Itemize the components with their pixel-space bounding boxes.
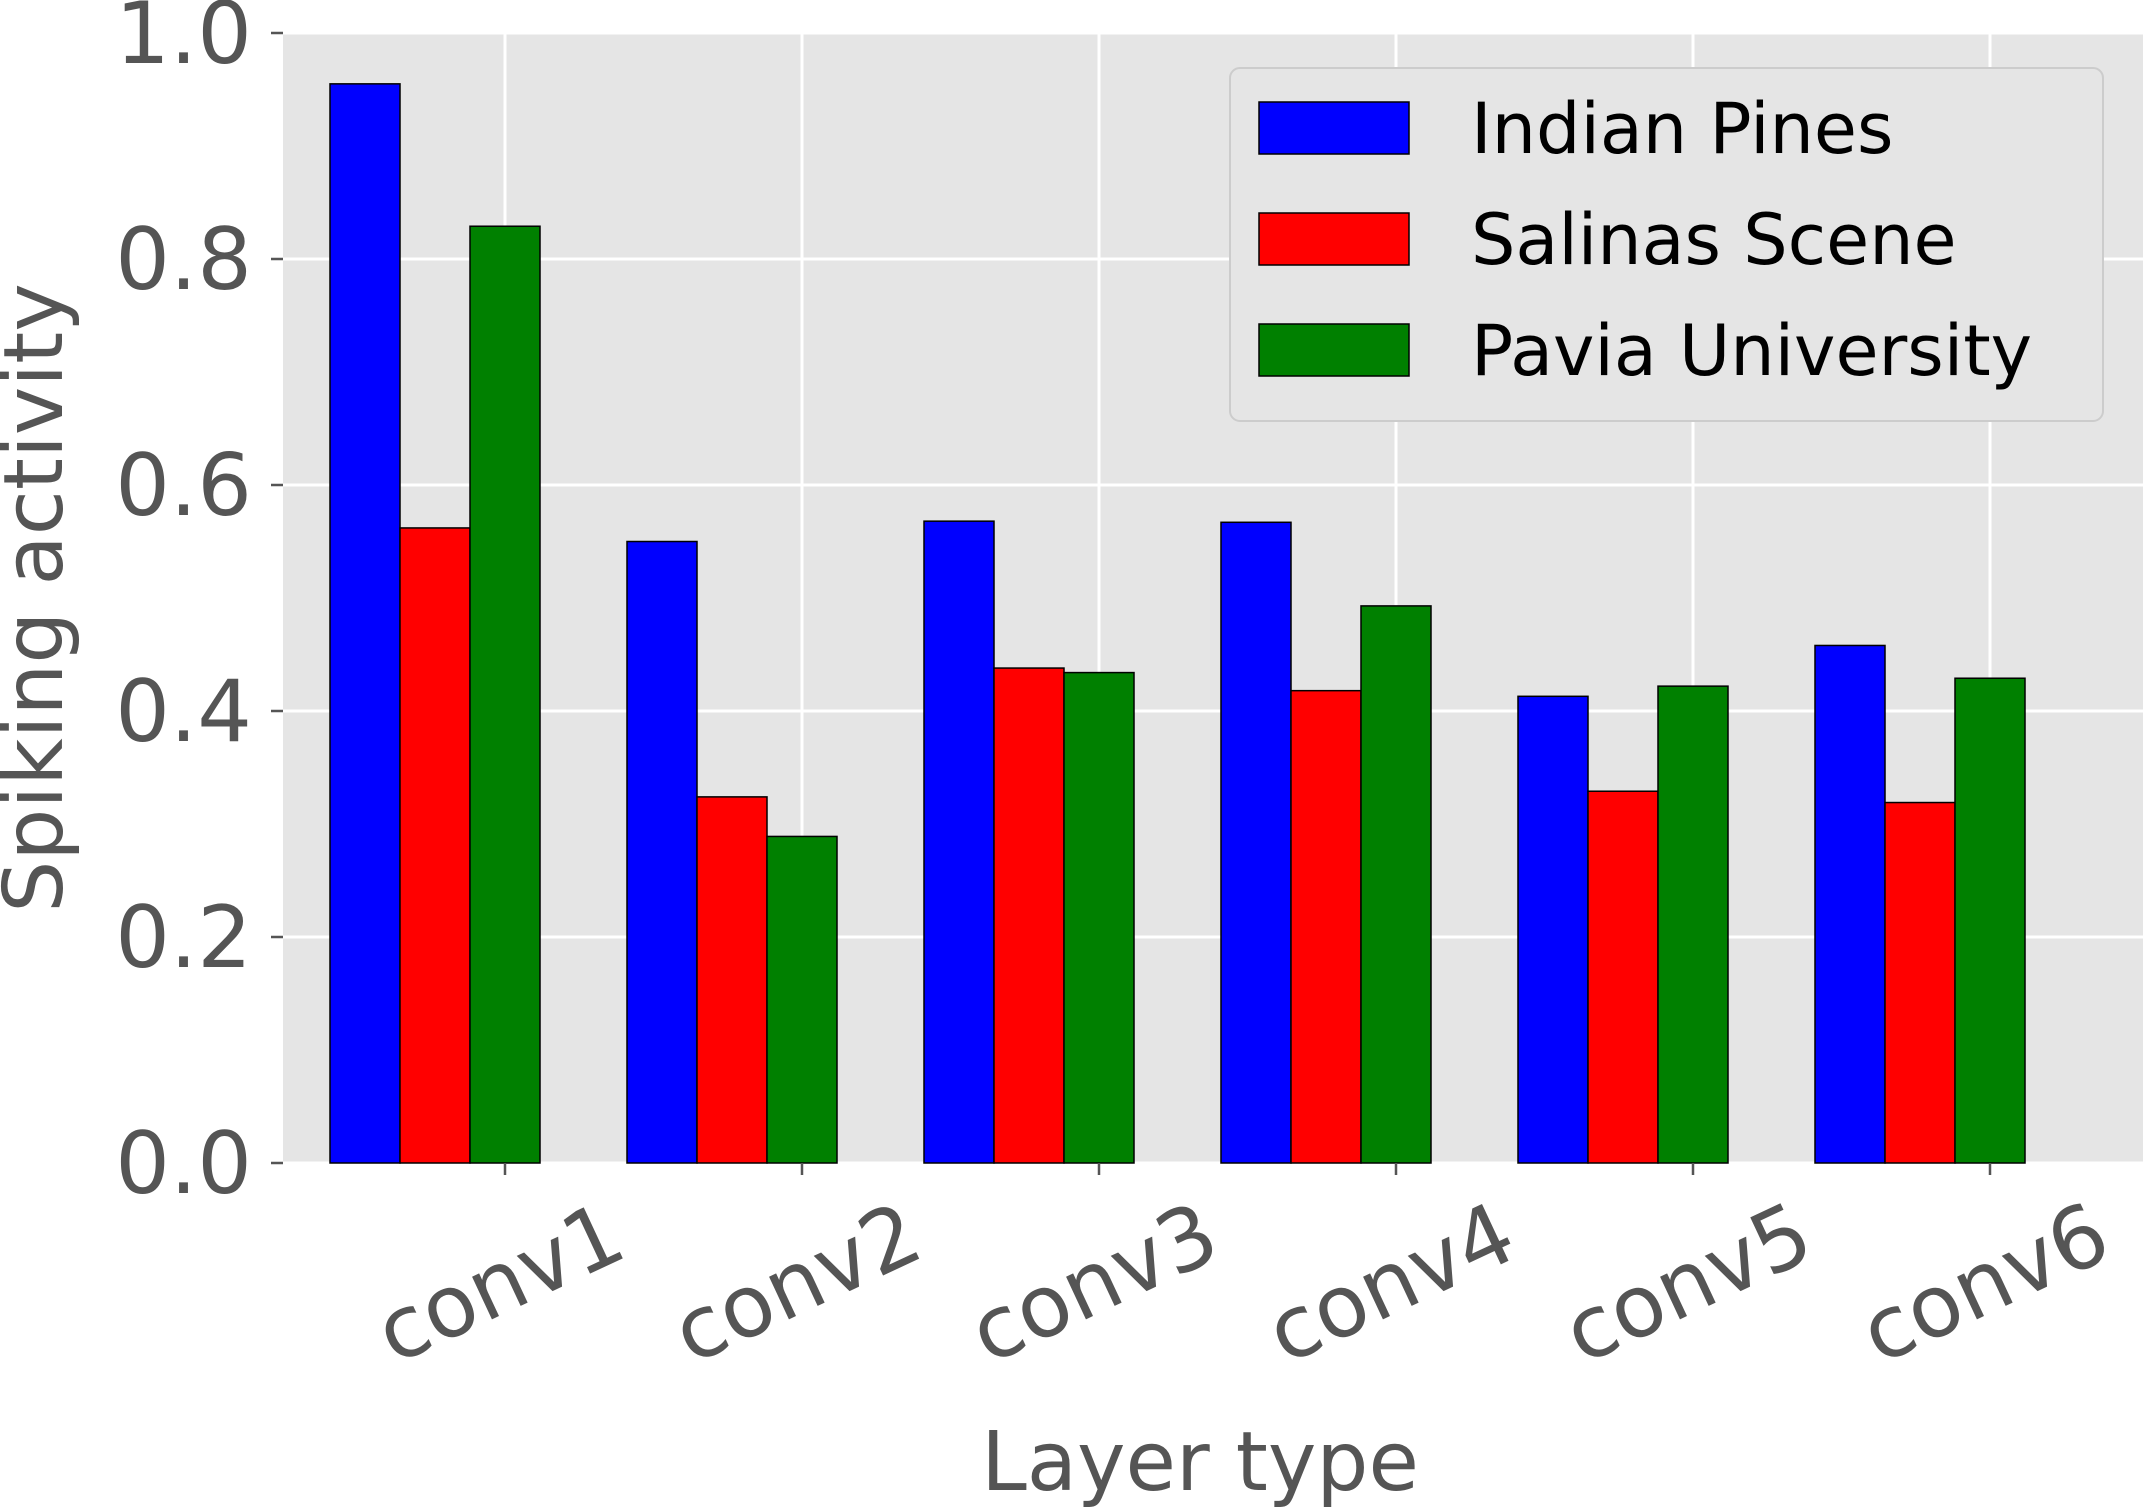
y-tick-label: 0.4 <box>115 662 252 762</box>
legend-swatch <box>1258 101 1410 155</box>
x-tick-label: conv3 <box>955 1183 1233 1384</box>
bar-indian-pines-conv4 <box>1220 521 1292 1164</box>
bar-pavia-university-conv5 <box>1657 685 1729 1164</box>
x-axis-label: Layer type <box>981 1415 1419 1510</box>
x-tick-label: conv6 <box>1846 1183 2124 1384</box>
legend-swatch <box>1258 212 1410 266</box>
bar-pavia-university-conv2 <box>766 835 838 1164</box>
bar-salinas-scene-conv6 <box>1884 801 1956 1164</box>
legend-label: Pavia University <box>1471 310 2032 392</box>
x-tick-label: conv1 <box>361 1183 639 1384</box>
bars <box>329 83 2026 1164</box>
bar-indian-pines-conv3 <box>923 520 995 1164</box>
y-tick-label: 1.0 <box>115 0 252 84</box>
y-tick-label: 0.0 <box>115 1114 252 1214</box>
legend-box <box>1229 67 2104 422</box>
y-axis-label: Spiking activity <box>0 283 82 913</box>
x-tick-label: conv5 <box>1549 1183 1827 1384</box>
bar-salinas-scene-conv5 <box>1587 790 1659 1164</box>
bar-salinas-scene-conv2 <box>696 796 768 1164</box>
bar-indian-pines-conv1 <box>329 83 401 1164</box>
x-tick-label: conv4 <box>1252 1183 1530 1384</box>
y-axis-ticks: 0.0 0.2 0.4 0.6 0.8 1.0 <box>115 0 283 1214</box>
bar-pavia-university-conv1 <box>469 225 541 1164</box>
bar-indian-pines-conv2 <box>626 540 698 1164</box>
bar-indian-pines-conv6 <box>1814 644 1886 1164</box>
x-tick-label: conv2 <box>658 1183 936 1384</box>
y-tick-label: 0.8 <box>115 210 252 310</box>
bar-salinas-scene-conv4 <box>1290 689 1362 1164</box>
legend-label: Indian Pines <box>1471 88 1893 170</box>
y-tick-label: 0.2 <box>115 888 252 988</box>
bar-pavia-university-conv4 <box>1360 605 1432 1164</box>
bar-salinas-scene-conv3 <box>993 667 1065 1164</box>
bar-pavia-university-conv3 <box>1063 671 1135 1164</box>
bar-pavia-university-conv6 <box>1954 677 2026 1164</box>
legend-label: Salinas Scene <box>1471 199 1957 281</box>
bar-salinas-scene-conv1 <box>399 527 471 1164</box>
bar-indian-pines-conv5 <box>1517 695 1589 1164</box>
x-axis-ticks: conv1 conv2 conv3 conv4 conv5 conv6 <box>361 1163 2124 1384</box>
legend-swatch <box>1258 323 1410 377</box>
legend: Indian Pines Salinas Scene Pavia Universit… <box>1229 67 2104 422</box>
y-tick-label: 0.6 <box>115 436 252 536</box>
